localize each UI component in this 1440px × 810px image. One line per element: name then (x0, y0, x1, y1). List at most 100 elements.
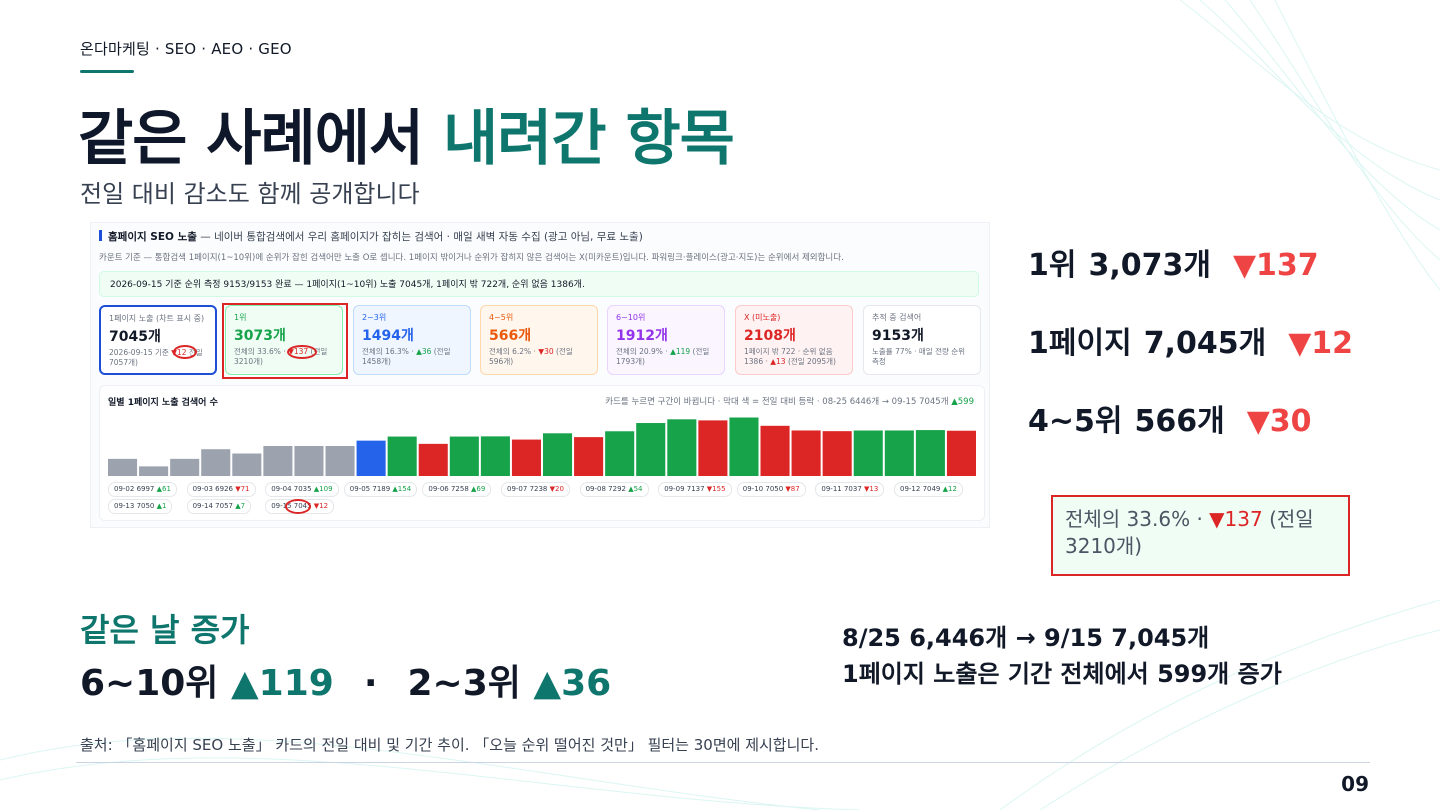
stat-4-5th-value: 566개 (1134, 404, 1225, 439)
daily-chip[interactable]: 09-14 7057 ▲7 (186, 499, 252, 514)
chip-delta: ▲69 (471, 485, 486, 493)
chart-bar[interactable] (698, 420, 728, 476)
stat-4-5th-delta: ▼30 (1246, 404, 1312, 439)
chart-bar[interactable] (760, 425, 790, 476)
heading-accent-bar (99, 230, 102, 241)
daily-chip[interactable]: 09-11 7037 ▼13 (815, 482, 885, 497)
daily-chip[interactable]: 09-03 6926 ▼71 (186, 482, 256, 497)
footer-divider (76, 762, 1370, 763)
stat-card-value: 7045개 (109, 329, 161, 345)
chip-delta: ▼12 (313, 502, 329, 510)
chart-bar[interactable] (139, 466, 169, 476)
chart-bar[interactable] (853, 430, 883, 476)
daily-chip[interactable]: 09-02 6997 ▲61 (108, 482, 177, 497)
chart-bar[interactable] (946, 430, 976, 476)
stat-card-value: 9153개 (872, 328, 924, 344)
increase-item1-label: 6~10위 (80, 663, 231, 704)
chart-bar[interactable] (884, 430, 914, 476)
zoom-callout: 전체의 33.6% · ▼137 (전일 3210개) (1051, 495, 1350, 576)
chart-bar[interactable] (170, 458, 200, 476)
stat-card[interactable]: 6~10위 1912개 전체의 20.9% · ▲119 (전일 1793개) (607, 305, 725, 375)
stat-1page-value: 7,045개 (1143, 326, 1267, 361)
chart-bar[interactable] (418, 443, 448, 476)
panel-heading-bold: 홈페이지 SEO 노출 (108, 231, 197, 243)
stat-card-sub-b: (전일 2095개) (785, 357, 836, 366)
chip-delta: ▲154 (392, 485, 412, 493)
daily-chip[interactable]: 09-10 7050 ▼87 (736, 482, 806, 497)
stat-card-delta: ▲119 (670, 347, 691, 356)
trend-line-1: 8/25 6,446개 → 9/15 7,045개 (842, 624, 1210, 652)
stat-card[interactable]: 4~5위 566개 전체의 6.2% · ▼30 (전일 596개) (480, 305, 598, 375)
chart-bar[interactable] (729, 417, 759, 477)
chart-bar[interactable] (511, 439, 541, 476)
stat-card-delta: ▲36 (416, 347, 432, 356)
daily-chip[interactable]: 09-09 7137 ▼155 (658, 482, 732, 497)
chart-bar[interactable] (605, 431, 635, 476)
increase-item2-label: 2~3위 (407, 663, 534, 704)
stat-card-label: 6~10위 (616, 313, 646, 322)
stat-card-label: 2~3위 (362, 313, 387, 322)
daily-chip[interactable]: 09-04 7035 ▲109 (265, 482, 339, 497)
stat-card[interactable]: 2~3위 1494개 전체의 16.3% · ▲36 (전일 1458개) (353, 305, 471, 375)
chip-delta: ▲54 (628, 485, 643, 493)
stat-card[interactable]: 1페이지 노출 (차트 표시 중) 7045개 2026-09-15 기준 ▼12 … (99, 305, 217, 375)
stat-card-sub-b: (전일 1458개) (362, 347, 451, 366)
stat-card[interactable]: 1위 3073개 전체의 33.6% · ▼137 (전일 3210개) (225, 305, 343, 375)
stat-card-sub-a: 전체의 6.2% · (489, 347, 539, 356)
chart-bar[interactable] (325, 446, 355, 476)
chart-bar[interactable] (636, 423, 666, 476)
stat-card-label: 4~5위 (489, 313, 514, 322)
stat-1page-label: 1페이지 (1028, 326, 1132, 361)
chart-bar[interactable] (915, 430, 945, 476)
chart-bar[interactable] (387, 436, 417, 476)
chart-bar[interactable] (449, 436, 479, 476)
stat-4-5th-label: 4~5위 (1028, 404, 1123, 439)
stat-card-sub: 1페이지 밖 722 · 순위 없음 1386 · ▲13 (전일 2095개) (744, 347, 844, 367)
increase-item1-delta: ▲119 (230, 663, 334, 704)
zoom-text-a: 전체의 33.6% · (1065, 507, 1210, 531)
stat-card-value: 2108개 (744, 328, 796, 344)
chip-delta: ▼20 (549, 485, 564, 493)
chart-bar[interactable] (108, 458, 138, 476)
chart-caption: 카드를 누르면 구간이 바뀝니다 · 막대 색 = 전일 대비 등락 · 08-… (605, 395, 974, 407)
zoom-delta: ▼137 (1209, 507, 1263, 531)
stat-card-sub-a: 전체의 16.3% · (362, 347, 417, 356)
chip-text: 09-11 7037 (821, 485, 864, 493)
chip-text: 09-04 7035 (271, 485, 314, 493)
chip-delta: ▲109 (313, 485, 333, 493)
chip-delta: ▲1 (156, 502, 167, 510)
chart-bar[interactable] (667, 419, 697, 476)
chip-text: 09-14 7057 (192, 502, 236, 510)
stat-1st-value: 3,073개 (1088, 248, 1211, 283)
chart-bar[interactable] (263, 446, 293, 476)
chip-delta: ▲61 (156, 485, 171, 493)
daily-chip[interactable]: 09-12 7049 ▲12 (894, 482, 963, 497)
source-note: 출처: 「홈페이지 SEO 노출」 카드의 전일 대비 및 기간 추이. 「오늘… (80, 736, 819, 754)
chip-text: 09-13 7050 (114, 502, 157, 510)
brand-label: 온다마케팅 · SEO · AEO · GEO (80, 40, 292, 58)
chip-delta: ▼13 (864, 485, 879, 493)
highlight-oval-chip (285, 499, 311, 514)
chart-bar[interactable] (356, 440, 386, 476)
stat-card-label: 추적 중 검색어 (872, 313, 922, 322)
chart-bar[interactable] (201, 449, 231, 476)
trend-line-2: 1페이지 노출은 기간 전체에서 599개 증가 (842, 660, 1282, 688)
daily-chip[interactable]: 09-06 7258 ▲69 (422, 482, 492, 497)
chip-text: 09-02 6997 (114, 485, 157, 493)
daily-chip[interactable]: 09-13 7050 ▲1 (108, 499, 173, 514)
chart-bar[interactable] (822, 431, 852, 476)
daily-chip[interactable]: 09-07 7238 ▼20 (501, 482, 570, 497)
chart-bar[interactable] (791, 430, 821, 476)
daily-chip[interactable]: 09-05 7189 ▲154 (343, 482, 418, 497)
chart-bar[interactable] (543, 433, 573, 476)
chart-bar[interactable] (574, 437, 604, 476)
chart-bar[interactable] (480, 436, 510, 476)
stat-card[interactable]: X (미노출) 2108개 1페이지 밖 722 · 순위 없음 1386 · ▲1… (735, 305, 853, 375)
page-title: 같은 사례에서 내려간 항목 (78, 90, 735, 177)
chart-bar[interactable] (232, 453, 262, 477)
stat-card-sub-a: 노출률 77% · 매일 전량 순위 측정 (872, 347, 966, 366)
chart-bar[interactable] (294, 446, 324, 476)
daily-chip[interactable]: 09-08 7292 ▲54 (579, 482, 649, 497)
stat-card-value: 1912개 (616, 328, 668, 344)
